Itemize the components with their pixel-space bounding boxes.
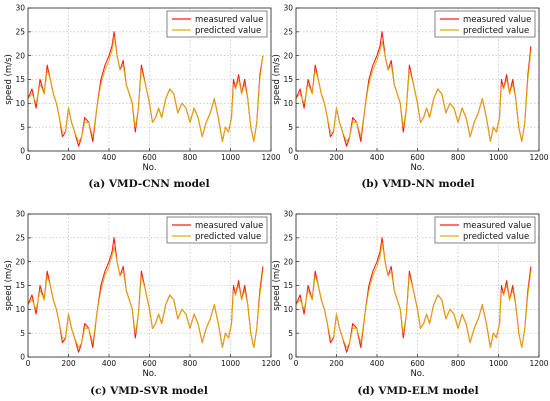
y-tick-label: 30 [15, 210, 25, 219]
y-tick-label: 15 [283, 281, 293, 290]
x-tick-label: 400 [102, 153, 117, 162]
y-tick-label: 20 [15, 257, 25, 266]
legend-label-measured: measured value [195, 221, 263, 231]
y-tick-label: 5 [288, 329, 293, 338]
y-tick-label: 0 [288, 147, 293, 156]
legend-label-measured: measured value [195, 15, 263, 25]
y-tick-label: 25 [283, 233, 293, 242]
y-axis-label: speed (m/s) [4, 54, 14, 105]
x-tick-label: 1000 [221, 153, 240, 162]
chart-panel-2: 0 200 400 600 800 1000 1200 0 5 10 15 20 25 30 No. spee… [272, 4, 549, 190]
y-tick-label: 30 [283, 4, 293, 13]
panel-caption: (d) VMD-ELM model [357, 385, 478, 397]
y-axis-label: speed (m/s) [272, 54, 282, 105]
y-tick-label: 0 [20, 147, 25, 156]
x-tick-label: 1200 [261, 359, 280, 368]
legend-label-predicted: predicted value [463, 26, 529, 36]
series-line-predicted [27, 246, 264, 348]
y-axis-label: speed (m/s) [272, 260, 282, 311]
panel-caption: (b) VMD-NN model [361, 178, 474, 190]
series-line-predicted [295, 242, 532, 348]
x-tick-label: 1200 [529, 153, 548, 162]
x-axis-label: No. [142, 369, 156, 379]
x-tick-label: 0 [26, 153, 31, 162]
x-axis-label: No. [142, 163, 156, 173]
legend-label-measured: measured value [463, 221, 531, 231]
y-tick-label: 25 [283, 27, 293, 36]
legend-box [166, 10, 268, 38]
y-tick-label: 30 [15, 4, 25, 13]
x-tick-label: 200 [329, 359, 344, 368]
x-tick-label: 600 [410, 153, 425, 162]
panel-caption: (c) VMD-SVR model [90, 385, 208, 397]
x-tick-label: 800 [451, 153, 466, 162]
series-line-predicted [27, 36, 264, 142]
legend-label-predicted: predicted value [195, 232, 261, 242]
panel-caption: (a) VMD-CNN model [88, 178, 209, 190]
legend-label-predicted: predicted value [195, 26, 261, 36]
y-tick-label: 20 [283, 51, 293, 60]
y-tick-label: 25 [15, 233, 25, 242]
y-tick-label: 15 [283, 75, 293, 84]
legend-box [434, 10, 536, 38]
y-tick-label: 0 [288, 353, 293, 362]
x-tick-label: 800 [183, 359, 198, 368]
legend-box [434, 216, 536, 244]
chart-panel-3: 0 200 400 600 800 1000 1200 0 5 10 15 20 25 30 No. spee… [4, 210, 281, 397]
x-tick-label: 0 [26, 359, 31, 368]
y-axis-label: speed (m/s) [4, 260, 14, 311]
legend-box [166, 216, 268, 244]
x-tick-label: 800 [183, 153, 198, 162]
x-tick-label: 200 [329, 153, 344, 162]
y-tick-label: 10 [283, 99, 293, 108]
chart-panel-1: 0 200 400 600 800 1000 1200 0 5 10 15 20 25 30 No. spee… [4, 4, 281, 190]
y-tick-label: 25 [15, 27, 25, 36]
x-tick-label: 0 [294, 153, 299, 162]
y-tick-label: 15 [15, 281, 25, 290]
y-tick-label: 15 [15, 75, 25, 84]
y-tick-label: 20 [283, 257, 293, 266]
x-tick-label: 1000 [489, 153, 508, 162]
x-tick-label: 1200 [261, 153, 280, 162]
x-tick-label: 800 [451, 359, 466, 368]
y-tick-label: 20 [15, 51, 25, 60]
x-tick-label: 1000 [221, 359, 240, 368]
x-tick-label: 400 [370, 359, 385, 368]
legend-label-predicted: predicted value [463, 232, 529, 242]
x-axis-label: No. [410, 163, 424, 173]
y-tick-label: 10 [15, 99, 25, 108]
y-tick-label: 5 [288, 123, 293, 132]
y-tick-label: 10 [15, 305, 25, 314]
x-tick-label: 600 [410, 359, 425, 368]
x-axis-label: No. [410, 369, 424, 379]
x-tick-label: 200 [61, 359, 76, 368]
x-tick-label: 1000 [489, 359, 508, 368]
x-tick-label: 1200 [529, 359, 548, 368]
x-tick-label: 400 [102, 359, 117, 368]
x-tick-label: 400 [370, 153, 385, 162]
x-tick-label: 600 [142, 153, 157, 162]
y-tick-label: 10 [283, 305, 293, 314]
chart-panel-4: 0 200 400 600 800 1000 1200 0 5 10 15 20 25 30 No. spee… [272, 210, 549, 397]
series-line-predicted [295, 40, 532, 142]
x-tick-label: 200 [61, 153, 76, 162]
x-tick-label: 600 [142, 359, 157, 368]
legend-label-measured: measured value [463, 15, 531, 25]
x-tick-label: 0 [294, 359, 299, 368]
y-tick-label: 0 [20, 353, 25, 362]
y-tick-label: 30 [283, 210, 293, 219]
y-tick-label: 5 [20, 329, 25, 338]
y-tick-label: 5 [20, 123, 25, 132]
